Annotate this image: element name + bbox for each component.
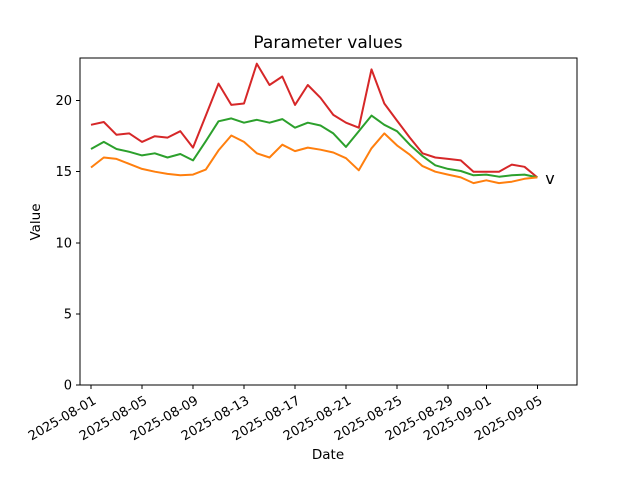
y-tick-label: 20 bbox=[55, 94, 72, 109]
chart-title: Parameter values bbox=[253, 33, 402, 53]
series-line-green bbox=[90, 114, 538, 179]
series-line-red bbox=[90, 62, 538, 179]
plot-area bbox=[79, 57, 578, 386]
series-line-orange bbox=[90, 132, 538, 185]
x-axis-label: Date bbox=[312, 447, 344, 463]
y-tick-label: 15 bbox=[55, 165, 72, 180]
y-axis-label: Value bbox=[28, 203, 44, 240]
annotation-v-marker: v bbox=[545, 169, 554, 188]
y-tick-label: 0 bbox=[64, 379, 72, 394]
y-tick-label: 5 bbox=[64, 307, 72, 322]
y-tick-label: 10 bbox=[55, 236, 72, 251]
